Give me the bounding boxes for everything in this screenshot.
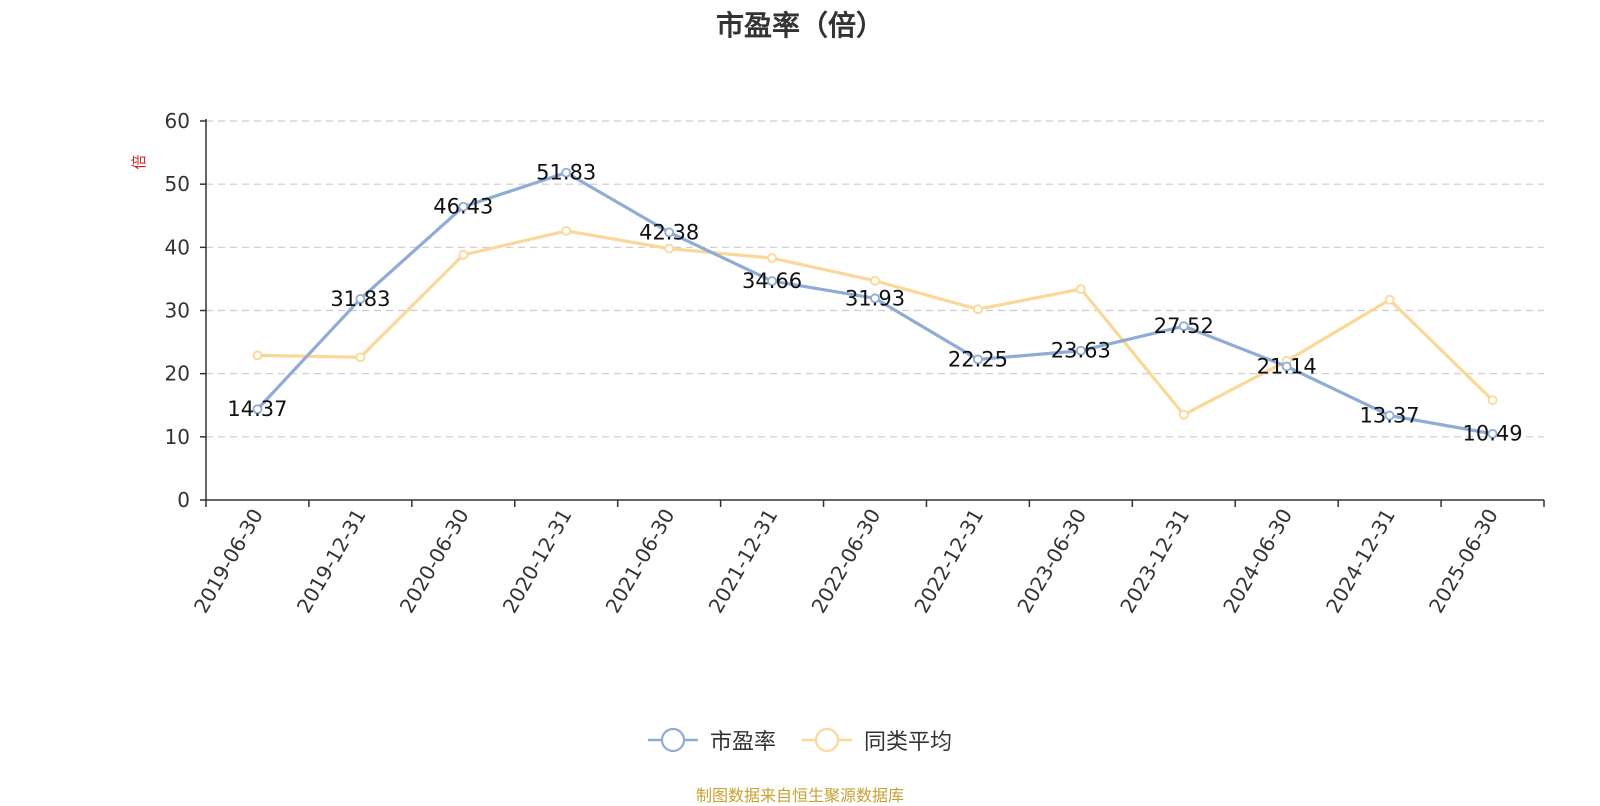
x-tick-label: 2023-06-30 <box>1012 505 1091 618</box>
legend-item-peer-average[interactable]: 同类平均 <box>802 724 952 756</box>
axes: 0 10 20 30 40 50 60 倍 2019-06-30 2019-12-31 2020-0… <box>130 109 1545 618</box>
data-label: 31.93 <box>845 286 905 310</box>
data-point <box>1384 294 1395 305</box>
x-tick-label: 2023-12-31 <box>1115 505 1194 618</box>
x-tick-label: 2024-12-31 <box>1321 505 1400 618</box>
source-footer: 制图数据来自恒生聚源数据库 <box>695 786 904 805</box>
chart-title: 市盈率（倍） <box>715 9 884 42</box>
data-point <box>767 253 777 263</box>
data-label: 31.83 <box>330 287 390 311</box>
data-point <box>561 226 572 236</box>
data-point <box>973 354 983 365</box>
data-point <box>1384 410 1395 421</box>
data-point <box>252 350 263 361</box>
data-point <box>355 352 366 363</box>
data-label: 14.37 <box>227 397 287 421</box>
data-label: 10.49 <box>1462 422 1522 446</box>
legend-label: 市盈率 <box>709 730 776 755</box>
y-tick-label: 60 <box>165 109 190 133</box>
y-tick-label: 10 <box>165 425 190 449</box>
data-point <box>767 276 777 286</box>
data-point <box>252 404 263 415</box>
data-point <box>1281 361 1292 372</box>
data-label: 13.37 <box>1360 404 1420 428</box>
data-point <box>664 227 675 238</box>
x-tick-label: 2024-06-30 <box>1218 505 1297 618</box>
data-labels: 14.37 31.83 46.43 51.83 42.38 34.66 31.93 22.25… <box>227 161 1522 446</box>
data-point <box>561 167 572 178</box>
data-point <box>1487 395 1498 406</box>
data-point <box>870 275 880 286</box>
y-tick-label: 0 <box>177 488 190 512</box>
data-point <box>1178 321 1189 332</box>
legend: 市盈率 同类平均 <box>0 724 1600 756</box>
x-tick-label: 2022-06-30 <box>806 505 885 618</box>
y-tick-label: 40 <box>165 235 190 259</box>
data-point <box>870 293 880 304</box>
data-label: 42.38 <box>639 220 699 244</box>
data-point <box>973 304 983 315</box>
x-tick-label: 2021-06-30 <box>601 505 680 618</box>
y-tick-label: 30 <box>165 299 190 323</box>
data-point <box>1178 409 1189 420</box>
data-point <box>1487 428 1498 439</box>
y-tick-label: 50 <box>165 172 190 196</box>
legend-swatch-icon <box>802 727 852 753</box>
x-tick-label: 2020-06-30 <box>395 505 474 618</box>
data-point <box>1075 284 1086 294</box>
x-tick-label: 2021-12-31 <box>704 505 783 618</box>
data-point <box>1075 345 1086 356</box>
series-line-peer-average <box>255 229 1495 417</box>
data-point <box>355 294 366 304</box>
series <box>252 167 1498 439</box>
data-label: 46.43 <box>433 195 493 219</box>
legend-swatch-icon <box>647 727 698 753</box>
data-point <box>458 250 469 260</box>
x-tick-label: 2022-12-31 <box>909 505 988 618</box>
x-tick-label: 2020-12-31 <box>498 505 577 618</box>
legend-item-pe[interactable]: 市盈率 <box>647 724 776 756</box>
data-label: 21.14 <box>1257 354 1317 378</box>
data-label: 34.66 <box>742 269 802 293</box>
data-label: 27.52 <box>1154 314 1214 338</box>
y-tick-label: 20 <box>165 362 190 386</box>
data-label: 51.83 <box>536 161 596 185</box>
legend-label: 同类平均 <box>864 730 953 755</box>
x-tick-label: 2019-12-31 <box>292 505 371 618</box>
data-point <box>664 243 675 254</box>
y-axis-unit-label: 倍 <box>130 154 148 169</box>
x-tick-label: 2019-06-30 <box>189 505 268 618</box>
gridlines <box>206 120 1544 438</box>
x-tick-label: 2025-06-30 <box>1424 505 1503 618</box>
data-point <box>458 201 469 212</box>
data-label: 23.63 <box>1051 339 1111 363</box>
data-label: 22.25 <box>948 347 1008 371</box>
